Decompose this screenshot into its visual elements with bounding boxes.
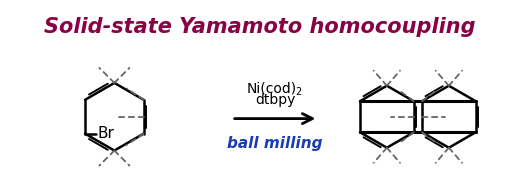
Text: Br: Br — [97, 126, 114, 141]
Text: ball milling: ball milling — [227, 136, 323, 151]
Text: Solid-state Yamamoto homocoupling: Solid-state Yamamoto homocoupling — [44, 17, 476, 37]
Text: dtbpy: dtbpy — [255, 93, 295, 107]
Text: 2: 2 — [296, 87, 302, 97]
Text: Ni(cod): Ni(cod) — [246, 81, 296, 95]
